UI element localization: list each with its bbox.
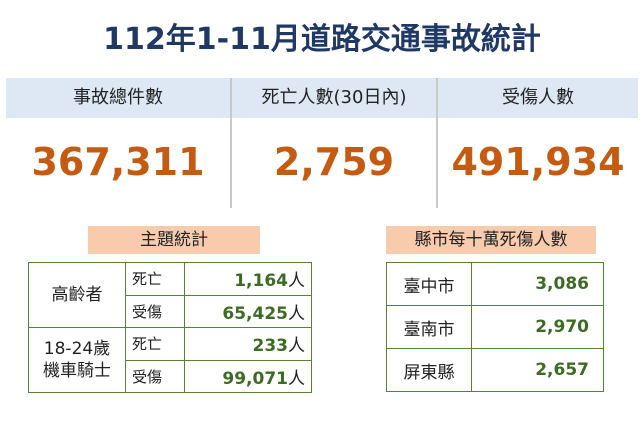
value: 1,164 — [234, 271, 288, 292]
county-table: 臺中市 3,086 臺南市 2,970 屏東縣 2,657 — [386, 262, 604, 392]
value-cell: 2,970 — [471, 305, 604, 349]
value-cell: 99,071人 — [184, 359, 312, 393]
header-band — [6, 78, 638, 118]
summary-label: 死亡人數(30日內) — [261, 87, 407, 108]
summary-item: 死亡人數(30日內) 2,759 — [232, 78, 436, 208]
value-cell: 1,164人 — [184, 262, 312, 296]
unit: 人 — [288, 303, 305, 324]
group-cell: 18-24歲 機車騎士 — [28, 327, 126, 393]
table-row: 受傷 65,425人 — [29, 294, 312, 328]
value-cell: 65,425人 — [184, 294, 312, 328]
title: 112年1-11月道路交通事故統計 — [103, 22, 541, 57]
item-cell: 死亡 — [125, 262, 185, 296]
item-cell: 死亡 — [125, 327, 185, 361]
value: 233 — [252, 336, 289, 357]
section-heading: 主題統計 — [88, 226, 260, 254]
unit: 人 — [288, 271, 305, 292]
table-row: 高齡者 死亡 1,164人 — [28, 262, 312, 328]
unit: 人 — [288, 336, 305, 357]
unit: 人 — [288, 368, 305, 389]
summary-item: 事故總件數 367,311 — [6, 78, 230, 208]
group-cell: 高齡者 — [28, 262, 126, 328]
value-cell: 2,657 — [471, 348, 604, 392]
group-label: 機車騎士 — [43, 361, 111, 381]
section-heading: 縣市每十萬死傷人數 — [386, 226, 596, 254]
table-row: 臺中市 3,086 — [386, 262, 604, 306]
summary-item: 受傷人數 491,934 — [438, 78, 638, 208]
summary-value: 367,311 — [31, 140, 205, 184]
divider — [230, 78, 232, 208]
divider — [436, 78, 438, 208]
value: 65,425 — [222, 303, 288, 324]
group-label: 高齡者 — [51, 285, 103, 305]
value: 99,071 — [222, 368, 288, 389]
table-row: 臺南市 2,970 — [386, 305, 604, 349]
county-cell: 屏東縣 — [386, 348, 472, 392]
value-cell: 233人 — [184, 327, 312, 361]
summary-value: 491,934 — [451, 140, 625, 184]
summary-label: 受傷人數 — [502, 87, 574, 108]
item-cell: 受傷 — [125, 294, 185, 328]
table-row: 屏東縣 2,657 — [386, 348, 604, 392]
summary-label: 事故總件數 — [73, 87, 163, 108]
county-cell: 臺南市 — [386, 305, 472, 349]
group-label: 18-24歲 — [43, 339, 111, 359]
county-cell: 臺中市 — [386, 262, 472, 306]
table-row: 受傷 99,071人 — [29, 359, 312, 393]
item-cell: 受傷 — [125, 359, 185, 393]
table-row: 18-24歲 機車騎士 死亡 233人 — [28, 327, 312, 393]
value-cell: 3,086 — [471, 262, 604, 306]
topic-table: 高齡者 死亡 1,164人 受傷 65,425人 18-24歲 機車騎士 死亡 233人 受傷 99… — [28, 262, 312, 393]
summary-value: 2,759 — [273, 140, 395, 184]
